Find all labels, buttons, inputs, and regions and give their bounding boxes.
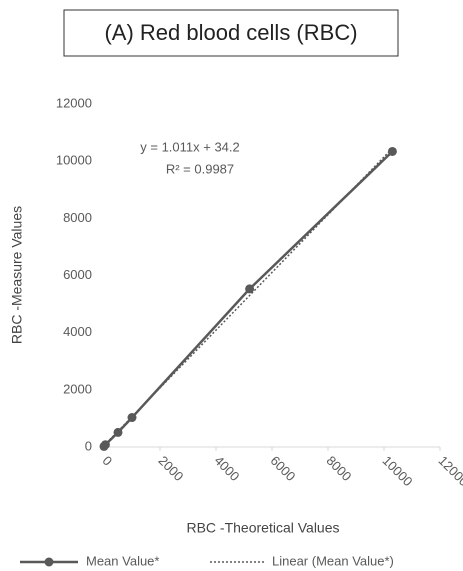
r-squared: R² = 0.9987 bbox=[166, 161, 234, 176]
legend-label: Mean Value* bbox=[86, 553, 159, 568]
y-tick-label: 2000 bbox=[63, 381, 92, 396]
x-tick-label: 4000 bbox=[211, 453, 242, 484]
x-tick-label: 8000 bbox=[323, 453, 354, 484]
x-tick-label: 12000 bbox=[435, 453, 463, 489]
y-axis-title: RBC -Measure Values bbox=[9, 206, 25, 344]
y-tick-label: 10000 bbox=[56, 153, 92, 168]
point bbox=[100, 440, 110, 450]
series-line bbox=[103, 150, 394, 448]
y-tick-label: 12000 bbox=[56, 95, 92, 110]
y-tick-label: 0 bbox=[85, 438, 92, 453]
x-tick-label: 0 bbox=[99, 453, 115, 469]
y-tick-label: 6000 bbox=[63, 267, 92, 282]
legend-marker bbox=[44, 557, 54, 567]
point bbox=[113, 427, 123, 437]
x-tick-label: 10000 bbox=[379, 453, 415, 489]
x-tick-label: 6000 bbox=[267, 453, 298, 484]
x-axis-title: RBC -Theoretical Values bbox=[186, 520, 339, 536]
chart-title: (A) Red blood cells (RBC) bbox=[104, 20, 357, 45]
point bbox=[387, 146, 397, 156]
legend-label: Linear (Mean Value*) bbox=[272, 553, 394, 568]
y-tick-label: 8000 bbox=[63, 210, 92, 225]
x-tick-label: 2000 bbox=[155, 453, 186, 484]
equation: y = 1.011x + 34.2 bbox=[140, 139, 240, 154]
y-tick-label: 4000 bbox=[63, 324, 92, 339]
title-box bbox=[63, 9, 399, 57]
point bbox=[245, 284, 255, 294]
point bbox=[127, 413, 137, 423]
